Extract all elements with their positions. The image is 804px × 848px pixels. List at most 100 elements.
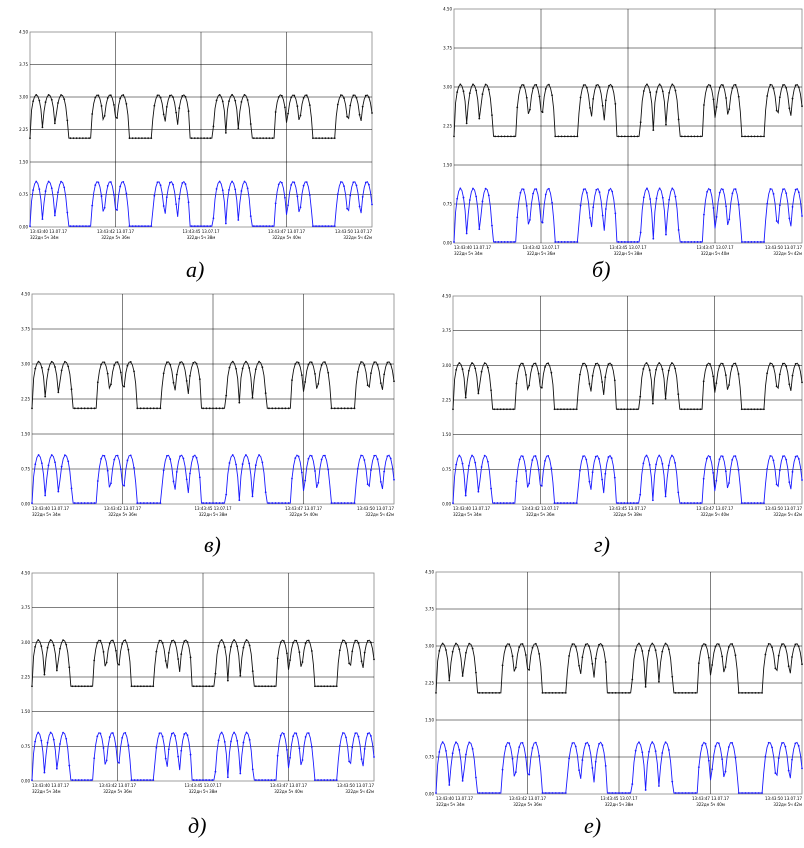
y-tick-label: 2.25: [425, 681, 434, 686]
series-lower-point: [707, 759, 710, 762]
series-upper-point: [604, 376, 607, 379]
series-upper-point: [582, 362, 584, 365]
series-upper-point: [31, 685, 33, 688]
series-lower-point: [129, 454, 132, 457]
x-subtick-label: 322дн 5ч 40м: [289, 512, 318, 517]
series-lower-point: [598, 457, 600, 460]
series-lower-point: [540, 484, 543, 487]
series-lower-point: [661, 196, 664, 199]
series-upper-point: [198, 378, 201, 381]
series-upper-point: [83, 407, 86, 410]
series-lower-point: [185, 478, 188, 481]
series-lower-point: [658, 187, 661, 190]
series-upper-point: [284, 106, 286, 109]
series-lower-point: [321, 225, 324, 228]
series-lower-point: [256, 225, 258, 228]
series-upper-point: [52, 644, 55, 647]
series-upper-point: [231, 360, 234, 363]
series-lower-point: [563, 502, 565, 504]
series-upper-point: [312, 137, 314, 140]
series-upper-point: [531, 365, 534, 368]
x-tick-label: 13:43:40 13.07.17: [32, 783, 70, 788]
series-lower-point: [236, 739, 239, 742]
series-upper-point: [537, 372, 540, 375]
x-tick-label: 13:43:40 13.07.17: [436, 796, 474, 801]
series-lower-point: [340, 181, 342, 183]
series-upper-point: [734, 362, 737, 365]
series-upper-point: [458, 648, 461, 651]
series-upper-point: [611, 691, 614, 694]
series-lower-point: [212, 217, 215, 220]
series-upper-point: [661, 368, 664, 371]
series-upper-point: [496, 408, 499, 411]
series-upper-point: [766, 95, 769, 97]
series-upper-point: [480, 370, 483, 373]
series-lower-point: [299, 206, 302, 209]
series-lower-point: [212, 502, 214, 504]
x-tick-label: 13:43:42 13.07.17: [522, 245, 560, 250]
x-tick-label: 13:43:50 13.07.17: [765, 245, 803, 250]
series-upper-point: [109, 94, 112, 97]
series-upper-point: [304, 642, 307, 645]
series-lower-point: [497, 241, 500, 243]
series-lower-point: [71, 779, 74, 781]
series-upper-point: [465, 651, 467, 654]
series-upper-point: [474, 367, 477, 370]
series-lower-point: [721, 455, 724, 458]
series-upper-point: [37, 360, 40, 363]
series-upper-point: [363, 364, 366, 367]
series-upper-point: [276, 657, 279, 660]
series-lower-point: [193, 225, 196, 228]
series-upper-point: [298, 651, 301, 654]
series-upper-point: [166, 361, 168, 364]
series-lower-point: [55, 767, 58, 770]
series-upper-point: [169, 94, 171, 97]
series-lower-point: [468, 741, 471, 744]
series-lower-point: [31, 779, 33, 781]
series-lower-point: [156, 181, 159, 184]
series-lower-point: [355, 184, 358, 187]
series-lower-point: [218, 180, 221, 183]
series-upper-point: [386, 361, 389, 364]
series-lower-point: [490, 487, 492, 490]
series-lower-point: [691, 792, 694, 794]
chart-panel-v: 0.00 0.75 1.50 2.25 3.00 3.75 4.50 13:43:40 13.…: [6, 290, 396, 520]
series-lower-point: [734, 455, 737, 458]
series-upper-point: [270, 685, 273, 688]
series-upper-point: [734, 84, 737, 86]
series-lower-point: [623, 241, 626, 243]
series-upper-point: [214, 672, 217, 675]
series-lower-point: [259, 225, 261, 228]
series-upper-point: [348, 662, 351, 665]
series-lower-point: [448, 784, 451, 786]
series-upper-point: [661, 650, 664, 653]
series-lower-point: [215, 502, 218, 504]
series-upper-point: [103, 114, 106, 117]
series-upper-point: [231, 93, 233, 96]
series-upper-point: [129, 361, 132, 363]
series-lower-point: [648, 463, 651, 466]
series-lower-point: [642, 196, 645, 199]
series-lower-point: [734, 756, 737, 759]
series-lower-point: [206, 225, 209, 228]
chart-e-svg: 0.00 0.75 1.50 2.25 3.00 3.75 4.50 13:43:40 13.…: [425, 570, 803, 807]
series-lower-point: [116, 454, 119, 457]
series-upper-point: [623, 408, 626, 411]
x-subtick-label: 322дн 5ч 40м: [700, 512, 729, 517]
series-lower-point: [771, 746, 773, 749]
series-upper-point: [320, 685, 323, 688]
series-upper-point: [34, 646, 37, 648]
series-upper-point: [156, 407, 158, 410]
series-upper-point: [155, 650, 158, 653]
series-lower-point: [54, 461, 56, 464]
series-lower-point: [500, 241, 503, 243]
series-upper-point: [627, 135, 629, 138]
chart-panel-g: 0.00 0.75 1.50 2.25 3.00 3.75 4.50 13:43:40 13.…: [427, 292, 804, 520]
series-lower-point: [639, 493, 642, 496]
series-lower-point: [558, 792, 561, 794]
series-upper-point: [740, 408, 743, 411]
series-upper-point: [468, 92, 471, 95]
series-lower-point: [684, 792, 687, 794]
series-upper-point: [225, 394, 228, 397]
series-upper-point: [267, 685, 270, 688]
